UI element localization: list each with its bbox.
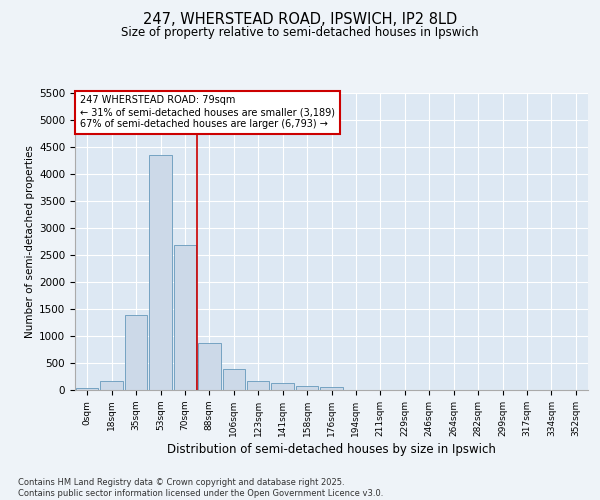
Y-axis label: Number of semi-detached properties: Number of semi-detached properties [25,145,35,338]
Text: Contains HM Land Registry data © Crown copyright and database right 2025.
Contai: Contains HM Land Registry data © Crown c… [18,478,383,498]
Bar [320,387,343,390]
Text: 247, WHERSTEAD ROAD, IPSWICH, IP2 8LD: 247, WHERSTEAD ROAD, IPSWICH, IP2 8LD [143,12,457,28]
Bar [149,154,172,390]
Bar [76,388,98,390]
Text: 247 WHERSTEAD ROAD: 79sqm
← 31% of semi-detached houses are smaller (3,189)
67% : 247 WHERSTEAD ROAD: 79sqm ← 31% of semi-… [80,96,335,128]
Bar [198,343,221,390]
Bar [125,316,148,390]
Bar [100,382,123,390]
Bar [271,383,294,390]
Bar [296,386,319,390]
X-axis label: Distribution of semi-detached houses by size in Ipswich: Distribution of semi-detached houses by … [167,443,496,456]
Text: Size of property relative to semi-detached houses in Ipswich: Size of property relative to semi-detach… [121,26,479,39]
Bar [173,245,196,390]
Bar [223,369,245,390]
Bar [247,382,269,390]
